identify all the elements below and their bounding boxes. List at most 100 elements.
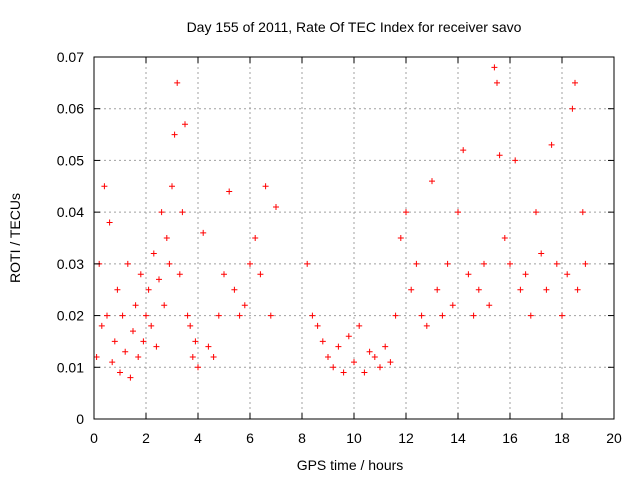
data-point (340, 369, 347, 376)
data-point (553, 260, 560, 267)
data-point (247, 260, 253, 267)
data-point (345, 333, 352, 340)
data-point (527, 312, 534, 319)
data-point (517, 286, 524, 293)
data-point (475, 286, 482, 293)
data-point (236, 312, 243, 319)
data-point (465, 271, 472, 278)
data-point (127, 374, 134, 381)
data-point (192, 338, 199, 345)
data-point (325, 353, 331, 360)
data-point (174, 79, 181, 86)
data-point (182, 121, 188, 128)
data-point (169, 183, 175, 190)
data-point (124, 260, 131, 267)
data-point (145, 286, 152, 293)
data-point (439, 312, 446, 319)
data-point (262, 183, 269, 190)
data-point (184, 312, 191, 319)
data-point (109, 359, 116, 366)
data-point (429, 178, 435, 185)
data-point (221, 271, 227, 278)
data-point (543, 286, 550, 293)
data-point (444, 260, 451, 267)
data-point (231, 286, 238, 293)
data-point (176, 271, 183, 278)
data-point (460, 147, 467, 154)
data-point (132, 302, 139, 309)
data-point (309, 312, 316, 319)
data-point (579, 209, 586, 216)
data-point (158, 209, 165, 216)
data-point (382, 343, 389, 350)
y-tick-label: 0.03 (57, 256, 84, 272)
data-point (533, 209, 539, 216)
data-point (423, 322, 430, 329)
x-tick-label: 0 (90, 430, 98, 446)
data-point (569, 105, 576, 112)
data-points (93, 64, 589, 381)
data-point (106, 219, 113, 226)
data-point (156, 276, 162, 283)
x-tick-label: 14 (450, 430, 466, 446)
y-tick-label: 0.04 (57, 204, 84, 220)
data-point (101, 183, 108, 190)
data-point (564, 271, 571, 278)
data-point (267, 312, 274, 319)
data-point (574, 286, 581, 293)
data-point (572, 79, 578, 86)
data-point (449, 302, 456, 309)
data-point (130, 328, 136, 335)
data-point (371, 353, 378, 360)
data-point (135, 353, 142, 360)
data-point (538, 250, 545, 257)
data-point (153, 343, 160, 350)
data-point (361, 369, 368, 376)
data-point (166, 260, 173, 267)
x-tick-label: 18 (554, 430, 570, 446)
data-point (481, 260, 487, 267)
data-point (496, 152, 503, 159)
data-point (455, 209, 461, 216)
y-tick-label: 0.05 (57, 152, 84, 168)
data-point (200, 229, 207, 236)
data-point (137, 271, 144, 278)
data-point (148, 322, 155, 329)
x-tick-label: 2 (142, 430, 150, 446)
data-point (582, 260, 589, 267)
data-point (205, 343, 212, 350)
data-point (114, 286, 121, 293)
y-tick-label: 0.07 (57, 49, 84, 65)
y-tick-label: 0.02 (57, 308, 84, 324)
data-point (413, 260, 420, 267)
x-tick-label: 6 (246, 430, 254, 446)
data-point (304, 260, 311, 267)
data-point (93, 353, 100, 360)
chart-title: Day 155 of 2011, Rate Of TEC Index for r… (187, 19, 522, 35)
data-point (408, 286, 415, 293)
y-tick-label: 0 (76, 411, 84, 427)
y-tick-label: 0.06 (57, 101, 84, 117)
data-point (486, 302, 493, 309)
data-point (122, 348, 129, 355)
data-point (252, 235, 259, 241)
data-point (319, 338, 326, 345)
data-point (171, 131, 178, 138)
data-point (418, 312, 425, 319)
x-tick-label: 20 (606, 430, 622, 446)
data-point (257, 271, 264, 278)
data-point (187, 322, 194, 329)
data-point (387, 359, 394, 366)
data-point (494, 79, 500, 86)
x-tick-label: 12 (398, 430, 414, 446)
x-tick-label: 10 (346, 430, 362, 446)
data-point (501, 235, 508, 241)
data-point (226, 188, 233, 195)
data-point (397, 235, 404, 241)
data-point (507, 260, 513, 267)
y-axis-title: ROTI / TECUs (7, 193, 23, 283)
data-point (161, 302, 168, 309)
data-point (491, 64, 498, 71)
data-point (104, 312, 110, 319)
